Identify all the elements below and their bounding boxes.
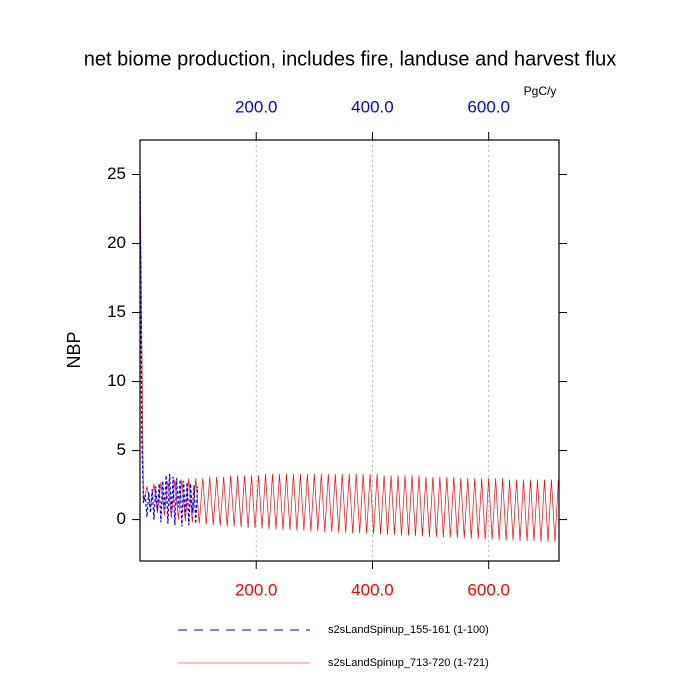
y-tick-label: 25 xyxy=(107,164,126,183)
chart-title: net biome production, includes fire, lan… xyxy=(84,48,617,70)
x-tick-label: 200.0 xyxy=(235,580,278,599)
plot-frame xyxy=(139,139,560,562)
legend-label: s2sLandSpinup_155-161 (1-100) xyxy=(328,624,489,636)
unit-label: PgC/y xyxy=(524,84,557,98)
y-tick-label: 10 xyxy=(107,371,126,390)
x2-tick-label: 600.0 xyxy=(467,97,510,116)
series-line xyxy=(140,160,199,527)
y-axis-label: NBP xyxy=(64,331,84,368)
y-tick-label: 15 xyxy=(107,302,126,321)
x-tick-label: 400.0 xyxy=(351,580,394,599)
series-line xyxy=(140,160,559,542)
legend-label: s2sLandSpinup_713-720 (1-721) xyxy=(328,657,489,669)
x2-tick-label: 200.0 xyxy=(235,97,278,116)
y-tick-label: 0 xyxy=(117,509,126,528)
y-tick-label: 20 xyxy=(107,233,126,252)
y-tick-label: 5 xyxy=(117,440,126,459)
x2-tick-label: 400.0 xyxy=(351,97,394,116)
x-tick-label: 600.0 xyxy=(467,580,510,599)
